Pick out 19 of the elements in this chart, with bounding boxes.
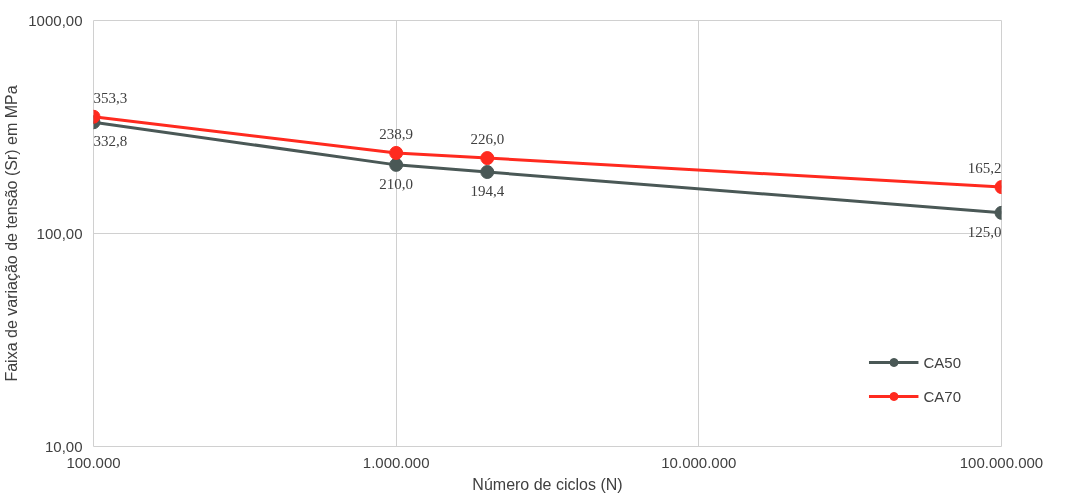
data-label: 194,4 (470, 183, 505, 200)
data-label: 332,8 (93, 133, 128, 150)
data-label: 165,2 (967, 160, 1002, 177)
x-tick-label: 100.000.000 (959, 453, 1044, 471)
data-label: 125,0 (967, 223, 1002, 240)
x-tick-label: 1.000.000 (362, 453, 430, 471)
x-axis-title: Número de ciclos (N) (472, 475, 623, 493)
y-tick-label: 10,00 (44, 437, 83, 455)
y-tick-label: 1000,00 (28, 11, 83, 29)
data-label: 210,0 (379, 175, 414, 192)
data-label: 353,3 (93, 89, 128, 106)
data-label: 238,9 (379, 125, 414, 142)
x-tick-label: 100.000 (66, 453, 121, 471)
legend-label: CA70 (923, 387, 961, 405)
y-tick-label: 100,00 (36, 224, 83, 242)
data-label: 226,0 (470, 131, 505, 148)
legend-label: CA50 (923, 353, 961, 371)
x-tick-label: 10.000.000 (661, 453, 737, 471)
y-axis-title: Faixa de variação de tensão (Sr) em MPa (3, 85, 21, 382)
